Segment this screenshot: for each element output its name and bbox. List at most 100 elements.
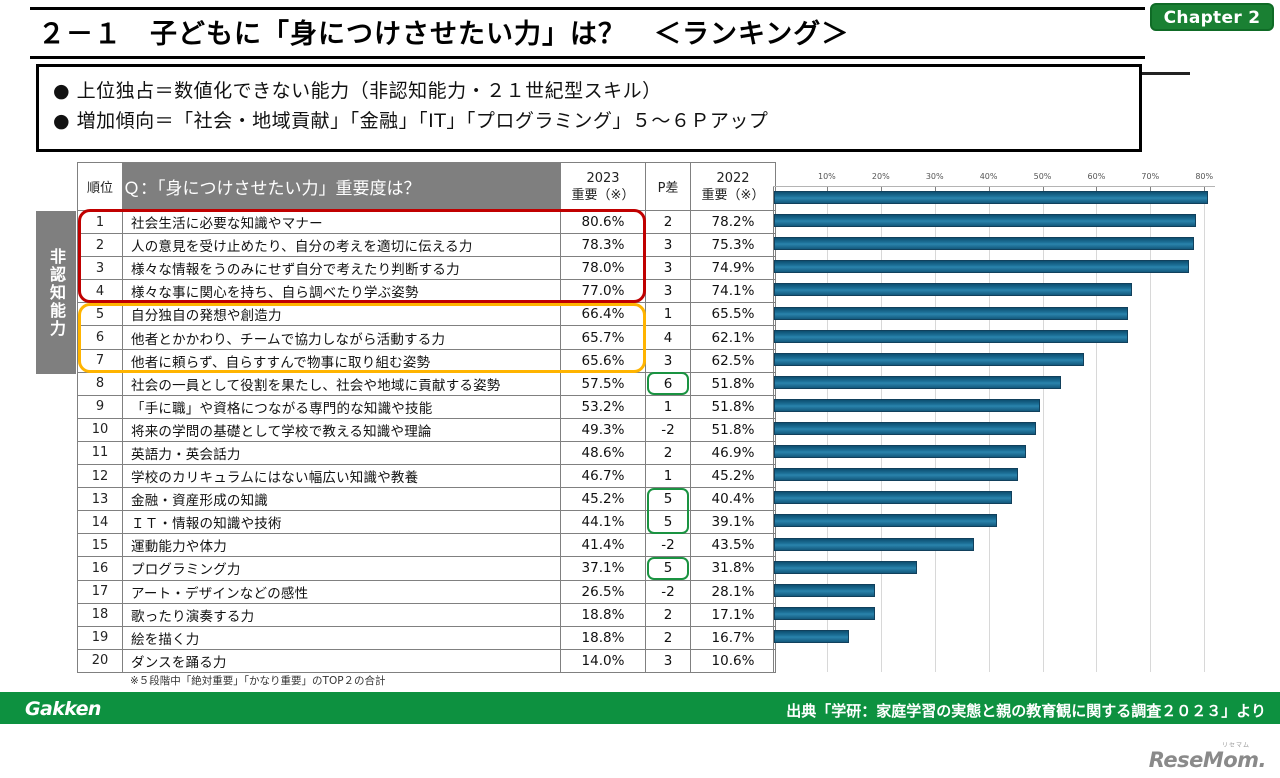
chart-bar — [774, 445, 1026, 459]
cell-label: 他者とかかわり、チームで協力しながら活動する力 — [122, 325, 561, 350]
chart-bar — [774, 329, 1128, 343]
cell-label: 金融・資産形成の知識 — [122, 487, 561, 512]
chart-gridline — [1042, 186, 1044, 672]
cell-pdiff: 2 — [645, 209, 691, 235]
chart-tick-label: 40% — [979, 172, 998, 181]
resemom-wordmark: ReseMom. — [1148, 748, 1267, 772]
cell-2023: 78.0% — [560, 256, 646, 281]
chart-gridline — [1150, 186, 1152, 672]
chart-tick-label: 30% — [925, 172, 944, 181]
noncognitive-ability-label: 非認知能力 — [36, 211, 76, 374]
resemom-kana: リセマム — [1221, 742, 1250, 749]
table-row: 5 自分独自の発想や創造力 66.4% 1 65.5% — [77, 302, 776, 327]
chart-bar — [774, 629, 850, 643]
cell-pdiff: 2 — [645, 625, 691, 650]
cell-pdiff: 1 — [645, 394, 691, 419]
chart-tick — [1204, 186, 1206, 191]
chart-bar — [774, 606, 876, 620]
cell-rank: 11 — [77, 440, 123, 466]
cell-pdiff: -2 — [645, 579, 691, 604]
cell-2023: 66.4% — [560, 302, 646, 327]
chart-bar — [774, 583, 876, 597]
cell-2022: 10.6% — [690, 648, 776, 673]
cell-label: ＩＴ・情報の知識や技術 — [122, 510, 561, 535]
table-row: 11 英語力・英会話力 48.6% 2 46.9% — [77, 440, 776, 466]
cell-label: 将来の学問の基礎として学校で教える知識や理論 — [122, 417, 561, 442]
cell-rank: 8 — [77, 371, 123, 396]
table-row: 19 絵を描く力 18.8% 2 16.7% — [77, 625, 776, 650]
table-row: 13 金融・資産形成の知識 45.2% 5 40.4% — [77, 487, 776, 512]
chart-axis-top — [773, 186, 1215, 187]
table-row: 3 様々な情報をうのみにせず自分で考えたり判断する力 78.0% 3 74.9% — [77, 256, 776, 281]
cell-label: 他者に頼らず、自らすすんで物事に取り組む姿勢 — [122, 348, 561, 373]
cell-label: プログラミング力 — [122, 556, 561, 581]
chart-tick-label: 20% — [871, 172, 890, 181]
table-row: 14 ＩＴ・情報の知識や技術 44.1% 5 39.1% — [77, 510, 776, 535]
chapter-badge: Chapter 2 — [1150, 3, 1274, 31]
chart-bar — [774, 237, 1195, 251]
chart-gridline — [1204, 186, 1206, 672]
table-footnote: ※５段階中「絶対重要」「かなり重要」のTOP２の合計 — [130, 675, 386, 687]
table-row: 1 社会生活に必要な知識やマナー 80.6% 2 78.2% — [77, 209, 776, 235]
cell-pdiff: 5 — [645, 510, 691, 535]
cell-rank: 17 — [77, 579, 123, 604]
cell-2022: 17.1% — [690, 602, 776, 627]
chart-tick — [988, 186, 990, 191]
table-row: 9 「手に職」や資格につながる専門的な知識や技能 53.2% 1 51.8% — [77, 394, 776, 419]
ranking-table: 順位 Ｑ：「身につけさせたい力」重要度は？ 2023 重要（※） P差 2022… — [77, 162, 776, 673]
col-header-question: Ｑ：「身につけさせたい力」重要度は？ — [122, 162, 561, 211]
cell-label: アート・デザインなどの感性 — [122, 579, 561, 604]
cell-rank: 19 — [77, 625, 123, 650]
cell-rank: 5 — [77, 302, 123, 327]
chart-bar — [774, 537, 974, 551]
cell-rank: 18 — [77, 602, 123, 627]
cell-pdiff: 4 — [645, 325, 691, 350]
cell-2022: 31.8% — [690, 556, 776, 581]
cell-2022: 74.9% — [690, 256, 776, 281]
cell-2023: 80.6% — [560, 209, 646, 235]
cell-rank: 2 — [77, 233, 123, 258]
table-row: 15 運動能力や体力 41.4% -2 43.5% — [77, 533, 776, 558]
table-row: 16 プログラミング力 37.1% 5 31.8% — [77, 556, 776, 581]
cell-2022: 78.2% — [690, 209, 776, 235]
col-header-rank: 順位 — [77, 162, 123, 211]
chart-bar — [774, 352, 1084, 366]
resemom-logo: リセマム ReseMom. — [1148, 742, 1267, 772]
cell-rank: 7 — [77, 348, 123, 373]
cell-rank: 1 — [77, 209, 123, 235]
table-row: 17 アート・デザインなどの感性 26.5% -2 28.1% — [77, 579, 776, 604]
chart-tick — [934, 186, 936, 191]
footer-bar — [0, 692, 1280, 724]
chart-tick-label: 70% — [1141, 172, 1160, 181]
cell-label: 英語力・英会話力 — [122, 440, 561, 466]
cell-rank: 13 — [77, 487, 123, 512]
cell-2023: 53.2% — [560, 394, 646, 419]
chart-tick — [1096, 186, 1098, 191]
cell-2022: 16.7% — [690, 625, 776, 650]
cell-2023: 78.3% — [560, 233, 646, 258]
cell-2022: 28.1% — [690, 579, 776, 604]
summary-bullet-2: ● 増加傾向＝「社会・地域貢献」「金融」「IT」「プログラミング」５～６Ｐアップ — [53, 110, 769, 132]
cell-2023: 26.5% — [560, 579, 646, 604]
cell-rank: 6 — [77, 325, 123, 350]
chart-tick — [880, 186, 882, 191]
cell-rank: 15 — [77, 533, 123, 558]
table-row: 4 様々な事に関心を持ち、自ら調べたり学ぶ姿勢 77.0% 3 74.1% — [77, 279, 776, 304]
table-row: 12 学校のカリキュラムにはない幅広い知識や教養 46.7% 1 45.2% — [77, 464, 776, 489]
cell-2022: 40.4% — [690, 487, 776, 512]
table-row: 8 社会の一員として役割を果たし、社会や地域に貢献する姿勢 57.5% 6 51.8% — [77, 371, 776, 396]
cell-2023: 77.0% — [560, 279, 646, 304]
cell-pdiff: 1 — [645, 464, 691, 489]
cell-label: 学校のカリキュラムにはない幅広い知識や教養 — [122, 464, 561, 489]
col-header-2023-year: 2023 — [586, 170, 620, 186]
cell-2023: 14.0% — [560, 648, 646, 673]
cell-2023: 65.6% — [560, 348, 646, 373]
page-title: ２－１ 子どもに「身につけさせたい力」は？ ＜ランキング＞ — [38, 19, 850, 50]
table-row: 10 将来の学問の基礎として学校で教える知識や理論 49.3% -2 51.8% — [77, 417, 776, 442]
cell-2022: 43.5% — [690, 533, 776, 558]
cell-rank: 9 — [77, 394, 123, 419]
cell-label: 運動能力や体力 — [122, 533, 561, 558]
cell-label: 人の意見を受け止めたり、自分の考えを適切に伝える力 — [122, 233, 561, 258]
chart-bar — [774, 375, 1061, 389]
cell-rank: 12 — [77, 464, 123, 489]
